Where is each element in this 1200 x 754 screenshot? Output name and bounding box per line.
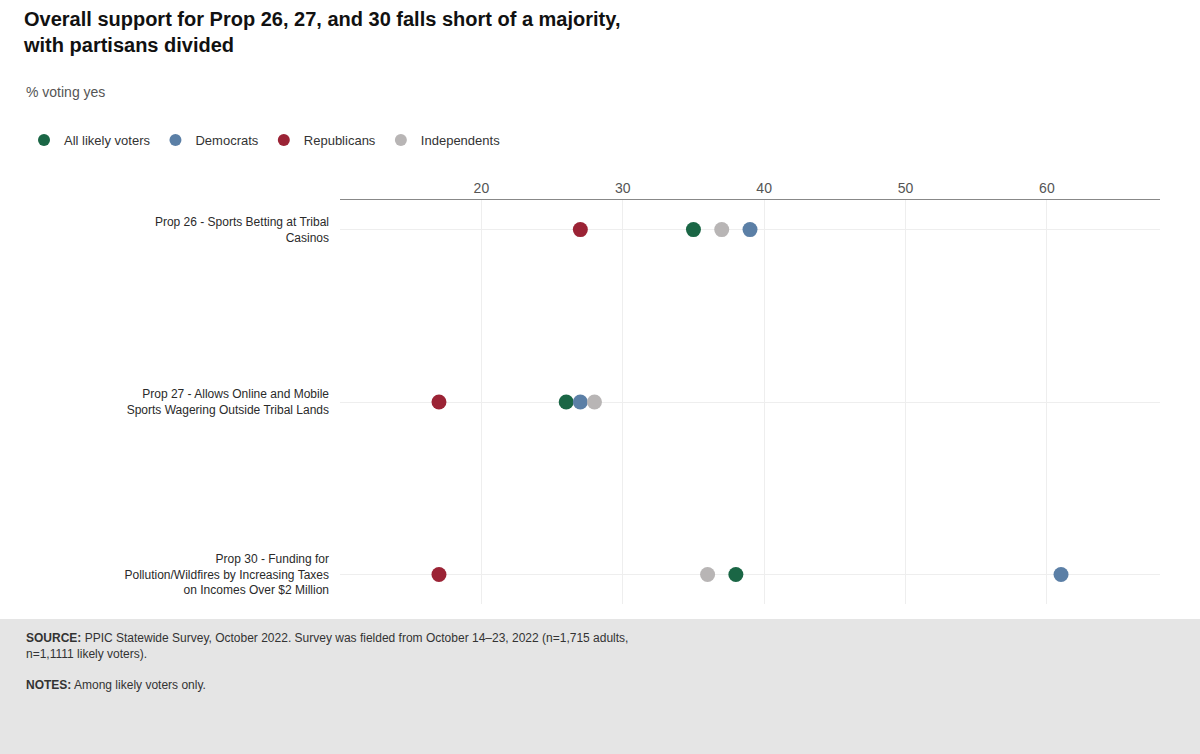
svg-text:40: 40	[756, 180, 772, 196]
svg-text:Overall support for Prop 26, 2: Overall support for Prop 26, 27, and 30 …	[23, 8, 620, 56]
svg-text:% voting yes: % voting yes	[26, 84, 105, 100]
svg-text:20: 20	[474, 180, 490, 196]
svg-text:All likely voters: All likely voters	[64, 133, 150, 148]
svg-text:Prop 27 - Allows Online and Mo: Prop 27 - Allows Online and MobileSports…	[127, 387, 330, 417]
svg-text:Democrats: Democrats	[195, 133, 258, 148]
svg-text:SOURCE: PPIC Statewide Survey,: SOURCE: PPIC Statewide Survey, October 2…	[26, 631, 628, 692]
svg-text:60: 60	[1039, 180, 1055, 196]
svg-text:30: 30	[615, 180, 631, 196]
svg-text:Republicans: Republicans	[304, 133, 376, 148]
svg-text:Prop 26 - Sports Betting at Tr: Prop 26 - Sports Betting at TribalCasino…	[155, 215, 329, 245]
svg-text:50: 50	[898, 180, 914, 196]
svg-text:Prop 30 - Funding forPollution: Prop 30 - Funding forPollution/Wildfires…	[124, 552, 329, 597]
svg-text:Independents: Independents	[421, 133, 500, 148]
